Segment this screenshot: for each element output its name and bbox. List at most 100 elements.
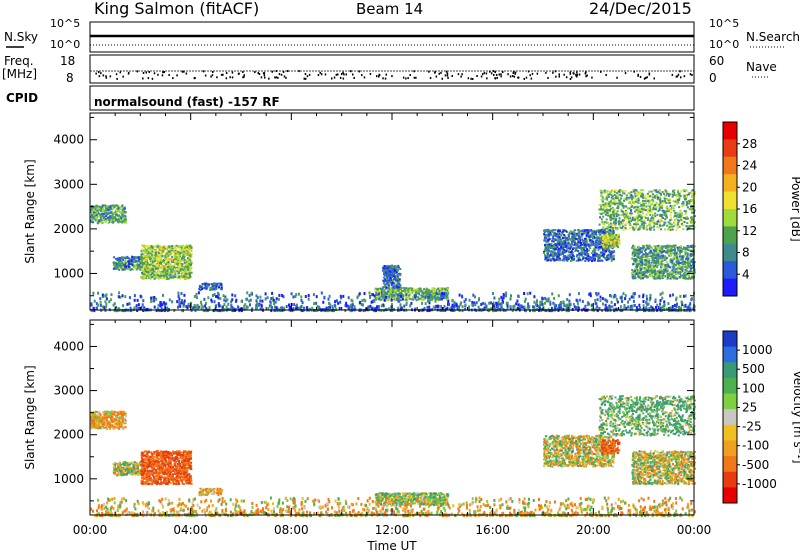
echo-cell	[140, 262, 143, 265]
echo-cell	[244, 303, 247, 307]
echo-cell	[556, 252, 559, 255]
echo-cell	[266, 296, 269, 300]
freq-mark	[122, 75, 124, 78]
freq-mark	[176, 74, 178, 77]
echo-cell	[670, 217, 673, 220]
echo-cell	[443, 292, 446, 296]
echo-cell	[642, 300, 645, 303]
freq-mark	[210, 75, 212, 78]
echo-cell	[166, 273, 169, 276]
echo-cell	[430, 288, 433, 291]
echo-cell	[599, 299, 602, 303]
echo-cell	[180, 252, 183, 255]
echo-cell	[119, 266, 122, 269]
echo-cell	[569, 253, 572, 256]
echo-cell	[112, 261, 115, 264]
echo-cell	[590, 241, 593, 244]
echo-cell	[551, 292, 554, 296]
echo-cell	[613, 217, 616, 220]
echo-cell	[605, 299, 608, 302]
echo-cell	[168, 251, 171, 253]
echo-cell	[383, 296, 386, 299]
echo-cell	[433, 296, 436, 300]
echo-cell	[92, 214, 95, 217]
echo-cell	[440, 297, 443, 301]
echo-cell	[651, 203, 654, 206]
echo-cell	[595, 233, 598, 236]
echo-cell	[625, 221, 628, 224]
freq-mark	[263, 74, 266, 77]
echo-cell	[586, 248, 589, 250]
echo-cell	[383, 273, 385, 276]
echo-cell	[436, 290, 439, 292]
echo-cell	[616, 227, 619, 230]
echo-cell	[550, 306, 553, 310]
echo-cell	[187, 302, 190, 306]
echo-cell	[541, 303, 544, 307]
echo-cell	[205, 301, 207, 305]
echo-cell	[593, 253, 596, 256]
echo-cell	[553, 234, 556, 236]
echo-cell	[439, 287, 442, 290]
echo-cell	[189, 266, 192, 269]
echo-cell	[588, 257, 590, 260]
echo-cell	[386, 269, 388, 272]
echo-cell	[425, 293, 427, 296]
freq-mark	[472, 77, 474, 80]
echo-cell	[655, 305, 657, 309]
freq-mark	[428, 70, 430, 73]
echo-cell	[279, 307, 282, 311]
echo-cell	[210, 298, 213, 302]
echo-cell	[610, 203, 613, 206]
freq-mark	[286, 70, 289, 73]
echo-cell	[420, 298, 423, 301]
echo-cell	[610, 300, 613, 304]
echo-cell	[594, 240, 597, 242]
echo-cell	[99, 304, 102, 307]
echo-cell	[666, 190, 669, 193]
echo-cell	[177, 246, 180, 249]
echo-cell	[140, 254, 143, 257]
echo-cell	[149, 274, 152, 276]
echo-cell	[573, 232, 576, 235]
echo-cell	[293, 303, 296, 307]
echo-cell	[558, 233, 561, 235]
echo-cell	[186, 251, 189, 254]
echo-cell	[426, 293, 429, 296]
echo-cell	[393, 275, 396, 278]
echo-cell	[582, 248, 585, 251]
echo-cell	[182, 253, 185, 256]
echo-cell	[153, 296, 156, 299]
echo-cell	[649, 223, 651, 226]
echo-cell	[547, 240, 549, 243]
echo-cell	[578, 256, 581, 259]
echo-cell	[431, 298, 434, 301]
echo-cell	[595, 254, 598, 257]
echo-cell	[141, 272, 144, 275]
echo-cell	[149, 263, 152, 266]
echo-cell	[563, 249, 566, 251]
echo-cell	[162, 260, 165, 263]
echo-cell	[150, 296, 153, 300]
echo-cell	[426, 309, 429, 313]
echo-cell	[374, 297, 377, 301]
freq-panel-frame	[89, 54, 695, 84]
freq-mark	[220, 73, 223, 76]
echo-cell	[188, 248, 190, 250]
freq-mark	[558, 73, 560, 76]
echo-cell	[221, 305, 224, 309]
echo-cell	[640, 220, 643, 223]
echo-cell	[594, 307, 597, 311]
echo-cell	[613, 224, 616, 227]
echo-cell	[277, 297, 280, 301]
echo-cell	[158, 260, 161, 263]
freq-mark	[584, 72, 587, 75]
cpid-text: normalsound (fast) -157 RF	[94, 95, 280, 109]
echo-cell	[389, 290, 392, 292]
echo-cell	[603, 221, 606, 224]
echo-cell	[136, 256, 139, 258]
echo-cell	[560, 300, 562, 304]
echo-cell	[126, 263, 128, 266]
echo-cell	[677, 305, 680, 309]
echo-cell	[592, 240, 595, 243]
